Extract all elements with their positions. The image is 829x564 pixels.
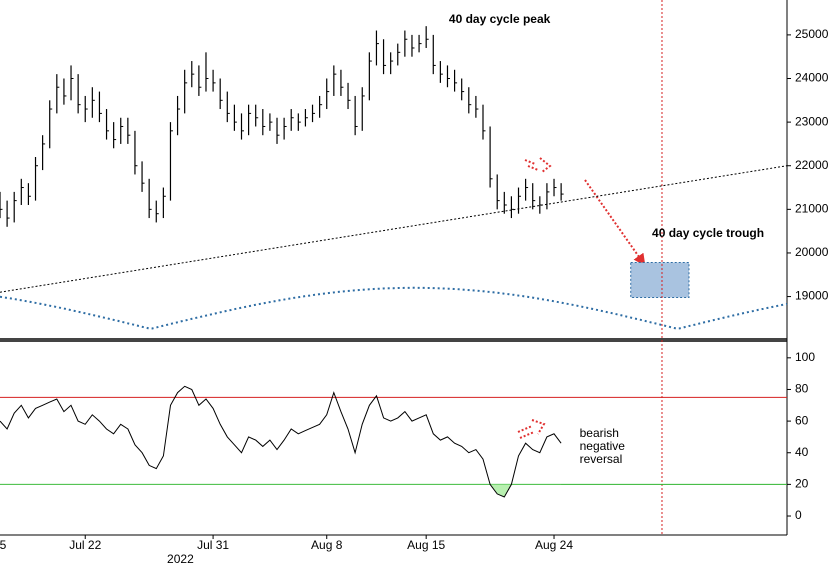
y-tick-label: 100	[795, 350, 815, 364]
x-tick-label: Aug 8	[311, 538, 343, 552]
x-tick-label: Jul 22	[69, 538, 101, 552]
arrow	[524, 157, 552, 173]
annotation: 40 day cycle peak	[449, 12, 551, 26]
rsi-line	[0, 385, 562, 498]
y-tick-label: 20	[795, 477, 809, 491]
annotation: 40 day cycle trough	[652, 226, 764, 240]
y-tick-label: 22000	[795, 158, 829, 172]
oversold-fill	[490, 484, 512, 497]
panel-separator	[0, 338, 787, 342]
annotation: bearish	[580, 426, 619, 440]
target-zone	[630, 262, 690, 298]
cycle-curve	[0, 286, 788, 330]
y-tick-label: 25000	[795, 27, 829, 41]
y-tick-label: 60	[795, 413, 809, 427]
y-tick-label: 80	[795, 382, 809, 396]
arrow	[584, 179, 646, 266]
y-tick-label: 0	[795, 508, 802, 522]
x-tick-label: Jul 31	[197, 538, 229, 552]
x-tick-label: Aug 15	[407, 538, 445, 552]
y-tick-label: 40	[795, 445, 809, 459]
y-tick-label: 24000	[795, 71, 829, 85]
x-tick-label: Aug 24	[535, 538, 573, 552]
y-tick-label: 20000	[795, 245, 829, 259]
y-tick-label: 23000	[795, 114, 829, 128]
y-tick-label: 21000	[795, 202, 829, 216]
annotation: reversal	[580, 452, 623, 466]
annotation: negative	[580, 439, 626, 453]
arrow	[517, 419, 546, 439]
y-tick-label: 19000	[795, 289, 829, 303]
trendline	[0, 165, 788, 293]
x-tick-label: 5	[0, 538, 7, 552]
year-label: 2022	[167, 552, 194, 564]
